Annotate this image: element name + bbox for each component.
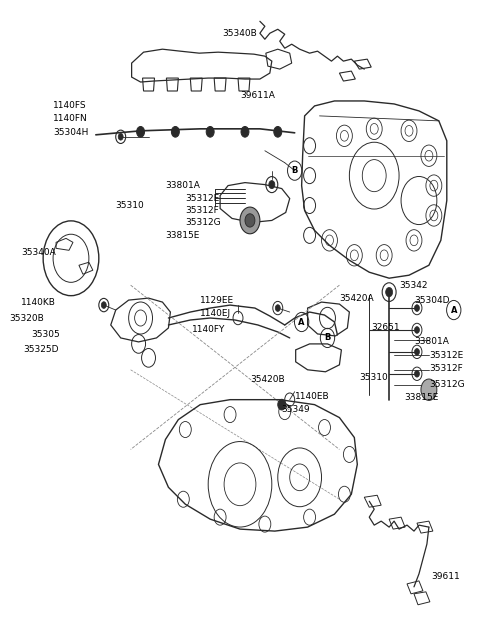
Text: 1140FS: 1140FS: [53, 102, 87, 110]
Circle shape: [385, 287, 393, 297]
Text: 35342: 35342: [399, 281, 428, 290]
Text: 35340B: 35340B: [223, 29, 257, 38]
Text: 35349: 35349: [282, 405, 311, 414]
Circle shape: [415, 327, 420, 334]
Text: 1140FN: 1140FN: [53, 115, 88, 124]
Circle shape: [269, 180, 275, 189]
Circle shape: [274, 126, 282, 137]
Text: 35310: 35310: [116, 201, 144, 210]
Circle shape: [241, 126, 249, 137]
Text: 1140FY: 1140FY: [192, 325, 226, 334]
Text: 33801A: 33801A: [166, 181, 200, 190]
Text: 35312G: 35312G: [185, 218, 221, 227]
Circle shape: [101, 302, 106, 308]
Text: 35304D: 35304D: [414, 296, 449, 305]
Text: 35312F: 35312F: [429, 365, 463, 374]
Circle shape: [421, 379, 437, 401]
Circle shape: [118, 133, 123, 140]
Circle shape: [137, 126, 144, 137]
Text: 35312F: 35312F: [185, 206, 219, 215]
Circle shape: [415, 370, 420, 377]
Text: 35312E: 35312E: [429, 352, 463, 361]
Text: 35320B: 35320B: [9, 314, 44, 323]
Text: B: B: [324, 334, 331, 343]
Text: 35420A: 35420A: [339, 294, 374, 303]
Circle shape: [245, 214, 255, 227]
Circle shape: [276, 305, 280, 312]
Text: 39611: 39611: [431, 573, 460, 582]
Circle shape: [240, 207, 260, 234]
Text: 35325D: 35325D: [23, 345, 59, 354]
Text: A: A: [299, 317, 305, 327]
Circle shape: [206, 126, 214, 137]
Text: B: B: [291, 166, 298, 175]
Text: 35305: 35305: [31, 330, 60, 339]
Text: 35310: 35310: [360, 374, 388, 383]
Text: 39611A: 39611A: [240, 91, 275, 100]
Text: 33801A: 33801A: [414, 337, 449, 346]
Text: 1140EJ: 1140EJ: [200, 308, 231, 317]
Text: 35304H: 35304H: [53, 128, 88, 137]
Text: 1140EB: 1140EB: [295, 392, 329, 401]
Circle shape: [278, 399, 286, 410]
Text: 35340A: 35340A: [21, 248, 56, 257]
Text: 33815E: 33815E: [404, 393, 438, 402]
Text: 33815E: 33815E: [166, 231, 200, 240]
Text: 1140KB: 1140KB: [21, 298, 56, 307]
Circle shape: [171, 126, 180, 137]
Text: 35420B: 35420B: [250, 375, 285, 384]
Circle shape: [415, 305, 420, 312]
Text: A: A: [451, 305, 457, 314]
Text: 35312E: 35312E: [185, 194, 219, 203]
Text: 1129EE: 1129EE: [200, 296, 234, 305]
Circle shape: [415, 348, 420, 355]
Text: 32651: 32651: [371, 323, 400, 332]
Text: 35312G: 35312G: [429, 380, 465, 389]
